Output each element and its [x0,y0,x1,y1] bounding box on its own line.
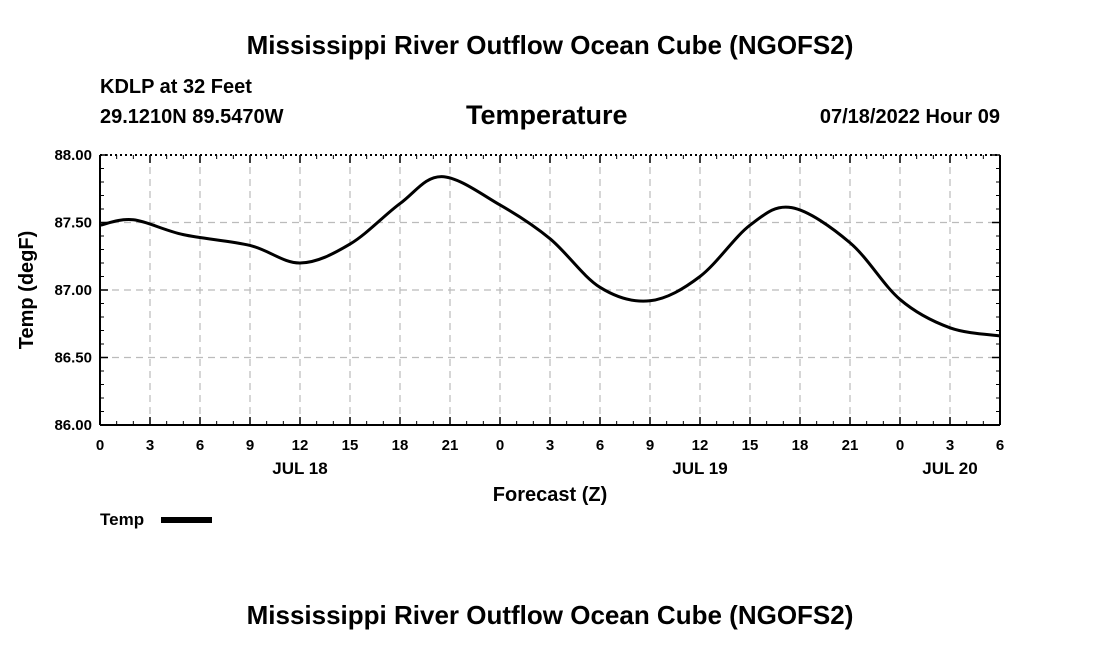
x-axis-label: Forecast (Z) [493,484,607,506]
x-tick-label: 9 [646,437,654,454]
x-tick-label: 21 [842,437,859,454]
x-tick-label: 9 [246,437,254,454]
x-tick-label: 0 [96,437,104,454]
x-tick-label: 6 [196,437,204,454]
x-tick-label: 3 [946,437,954,454]
station-label: KDLP at 32 Feet [100,76,252,98]
day-label: JUL 20 [922,459,977,478]
x-tick-label: 15 [742,437,759,454]
x-tick-label: 6 [596,437,604,454]
x-tick-label: 12 [292,437,309,454]
y-tick-label: 88.00 [54,147,92,164]
x-tick-label: 0 [496,437,504,454]
y-tick-label: 87.00 [54,282,92,299]
x-tick-label: 18 [392,437,409,454]
chart-title: Temperature [466,100,628,130]
station-coordinates: 29.1210N 89.5470W [100,106,284,128]
y-tick-label: 87.50 [54,215,92,232]
x-tick-label: 21 [442,437,459,454]
forecast-timestamp: 07/18/2022 Hour 09 [819,106,1000,128]
day-label: JUL 19 [672,459,727,478]
day-label: JUL 18 [272,459,327,478]
y-tick-label: 86.50 [54,350,92,367]
x-tick-label: 15 [342,437,359,454]
page-title-top: Mississippi River Outflow Ocean Cube (NG… [246,30,854,60]
x-tick-label: 0 [896,437,904,454]
x-tick-label: 6 [996,437,1004,454]
y-axis-label: Temp (degF) [16,231,38,350]
x-tick-label: 3 [546,437,554,454]
temp-series-line [99,175,1001,338]
x-tick-label: 18 [792,437,809,454]
x-tick-label: 3 [146,437,154,454]
x-tick-label: 12 [692,437,709,454]
y-tick-label: 86.00 [54,417,92,434]
legend-label: Temp [100,510,144,529]
page-title-bottom: Mississippi River Outflow Ocean Cube (NG… [246,600,854,630]
